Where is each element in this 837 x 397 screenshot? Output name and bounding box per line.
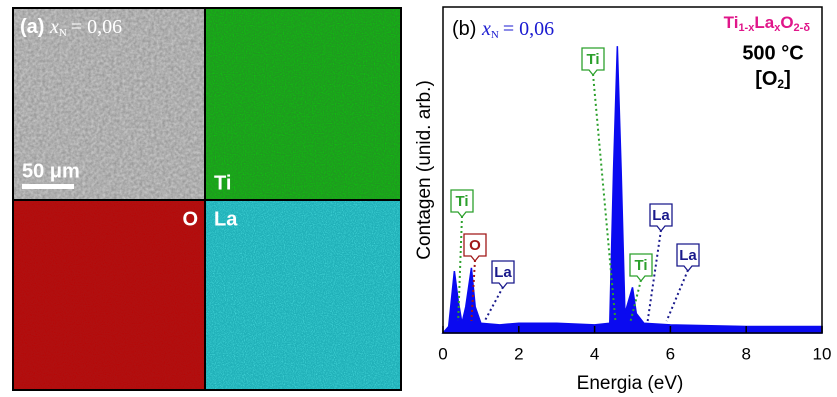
label-text: Ti (455, 193, 468, 210)
label-box (649, 203, 673, 233)
sem-texture (14, 9, 204, 199)
leader (629, 279, 642, 322)
map-label: La (214, 208, 238, 230)
plot-frame (442, 6, 823, 334)
spectrum-area (441, 46, 823, 334)
eq: = 0,06 (71, 16, 122, 38)
label-text: O (469, 237, 481, 254)
label-box (581, 47, 605, 77)
formula: Ti1-xLaxO2-δ (724, 13, 811, 33)
y-axis-label: Contagen (unid. arb.) (414, 80, 435, 260)
x-tick-label: 2 (514, 344, 523, 363)
scale-bar (22, 184, 74, 189)
a: ] (784, 68, 791, 90)
leader (483, 286, 504, 322)
panel-a-title: (a) xN = 0,06 (20, 16, 122, 39)
sub: N (491, 29, 499, 41)
label-box (676, 243, 700, 273)
ti-texture (206, 9, 400, 199)
la-texture (206, 201, 400, 389)
sub: N (59, 27, 67, 39)
label-box (450, 189, 474, 219)
label-text: Ti (586, 51, 599, 68)
var: x (49, 16, 59, 38)
scale-label: 50 μm (22, 160, 80, 182)
panel-label: (a) (20, 16, 44, 38)
f: 1-x (738, 22, 755, 34)
label-text: La (652, 207, 670, 224)
a: [O (755, 68, 777, 90)
x-tick-label: 4 (590, 344, 599, 363)
x-axis-label: Energia (eV) (577, 373, 684, 394)
var: x (481, 18, 491, 40)
label-text: La (679, 247, 697, 264)
f: x (774, 22, 781, 34)
label-box (463, 233, 487, 263)
label-box (491, 260, 515, 290)
leader (646, 229, 662, 322)
o-texture (14, 201, 204, 389)
peak-label: Ti (581, 47, 617, 322)
f: O (780, 13, 793, 32)
leader (665, 269, 689, 322)
temperature: 500 °C (742, 42, 803, 64)
eq: = 0,06 (503, 18, 554, 40)
leader (470, 259, 476, 322)
f: La (754, 13, 774, 32)
peak-label: La (665, 243, 700, 322)
peak-label: O (463, 233, 487, 322)
label-text: Ti (634, 257, 647, 274)
leader (592, 73, 617, 322)
peak-label: La (483, 260, 515, 322)
peak-label: La (646, 203, 673, 322)
x-tick-label: 8 (741, 344, 750, 363)
x-tick-label: 0 (438, 344, 447, 363)
a: 2 (777, 77, 784, 91)
panel-label: (b) (452, 18, 476, 40)
f: Ti (724, 13, 739, 32)
map-label: Ti (214, 172, 231, 194)
panel-b-title: (b) xN = 0,06 (452, 18, 554, 41)
peak-label: Ti (629, 253, 653, 322)
label-text: La (494, 264, 512, 281)
x-tick-label: 10 (813, 344, 832, 363)
f: 2-δ (794, 22, 811, 34)
label-box (629, 253, 653, 283)
peak-label: Ti (450, 189, 474, 322)
map-label: O (182, 208, 198, 230)
atmosphere: [O2] (755, 68, 791, 91)
x-tick-label: 6 (666, 344, 675, 363)
